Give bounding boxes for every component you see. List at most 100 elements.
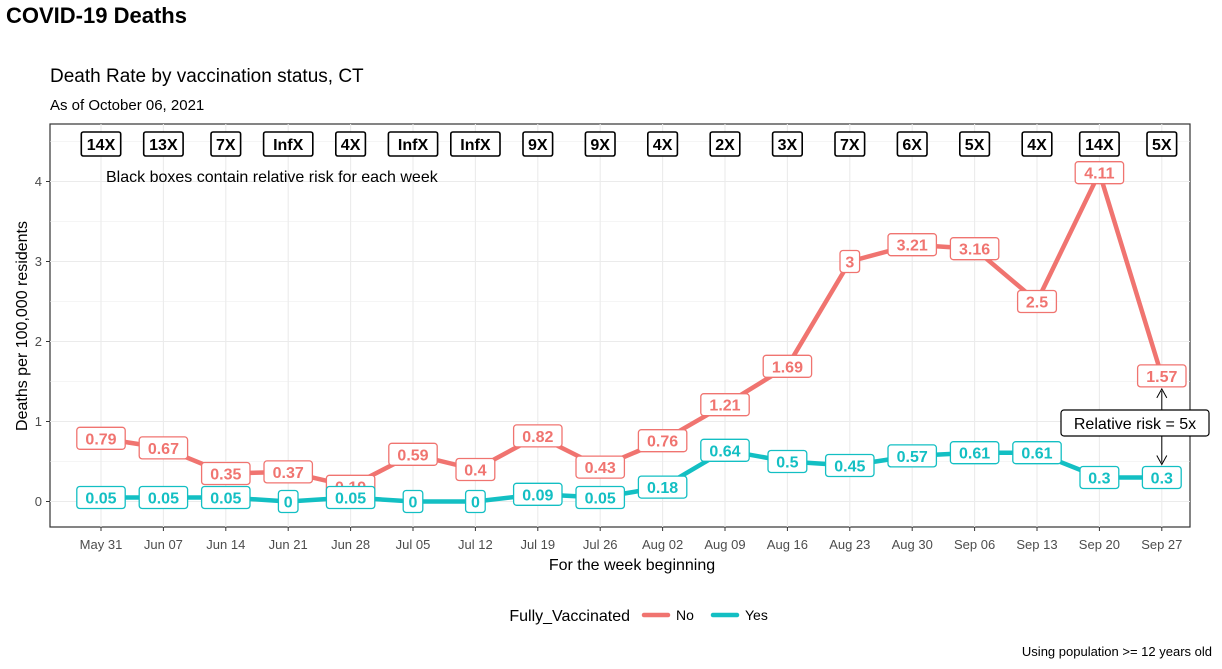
relative-risk-label: 9X [590, 137, 610, 154]
data-label-box-no [839, 249, 861, 274]
data-label-yes: 0.05 [585, 491, 616, 508]
relative-risk-label: 5X [965, 137, 985, 154]
data-label-no: 0.4 [464, 463, 486, 480]
x-tick-label: Aug 16 [767, 537, 808, 552]
relative-risk-box [142, 131, 184, 157]
relative-risk-box [387, 131, 439, 157]
y-tick-label: 4 [35, 174, 42, 189]
data-label-no: 0.59 [397, 447, 428, 464]
x-tick-label: Sep 13 [1016, 537, 1057, 552]
data-label-box-no [388, 442, 438, 466]
x-tick-label: Sep 27 [1141, 537, 1182, 552]
relative-risk-label: 7X [216, 137, 236, 154]
data-label-yes: 0.3 [1151, 471, 1173, 488]
relative-risk-label: 14X [87, 137, 116, 154]
data-label-no: 1.57 [1146, 369, 1177, 386]
data-label-yes: 0 [471, 495, 480, 512]
legend-label-yes: Yes [745, 607, 768, 623]
data-label-yes: 0.57 [897, 449, 928, 466]
relative-risk-box [1146, 131, 1178, 157]
relative-risk-label: 4X [653, 137, 673, 154]
data-label-no: 0.82 [522, 429, 553, 446]
data-label-yes: 0.18 [647, 480, 678, 497]
relative-risk-box [646, 131, 679, 157]
data-label-no: 3.16 [959, 242, 990, 259]
data-label-box-no [575, 455, 626, 479]
relative-risk-box [449, 131, 501, 157]
legend-title: Fully_Vaccinated [509, 608, 630, 625]
data-label-no: 0.79 [85, 431, 116, 448]
x-tick-label: Aug 02 [642, 537, 683, 552]
data-label-no: 0.67 [148, 441, 179, 458]
data-label-box-yes [637, 475, 688, 499]
data-label-box-yes [824, 453, 875, 478]
callout-arrow-head-up [1156, 387, 1168, 399]
data-label-box-yes [325, 485, 376, 510]
data-label-box-no [455, 457, 496, 482]
relative-risk-box [771, 131, 803, 157]
page-heading: COVID-19 Deaths [6, 3, 187, 28]
data-label-yes: 0 [284, 495, 293, 512]
data-label-box-yes [464, 489, 486, 514]
relative-risk-label: 13X [149, 137, 178, 154]
x-tick-label: Jul 19 [520, 537, 555, 552]
data-label-box-yes [949, 441, 1000, 465]
relative-risk-box [834, 131, 866, 157]
data-label-no: 0.35 [210, 467, 241, 484]
x-tick-label: Jul 26 [583, 537, 618, 552]
relative-risk-label: 9X [528, 137, 548, 154]
relative-risk-box [522, 131, 554, 157]
x-tick-label: Aug 23 [829, 537, 870, 552]
relative-risk-label: 5X [1152, 137, 1172, 154]
data-label-yes: 0.61 [1021, 446, 1052, 463]
data-label-no: 0.76 [647, 434, 678, 451]
data-label-no: 1.69 [772, 359, 803, 376]
y-tick-label: 0 [35, 494, 42, 509]
data-label-box-no [1136, 364, 1187, 388]
footnote: Using population >= 12 years old [1021, 644, 1212, 659]
data-label-yes: 0 [409, 495, 418, 512]
legend-label-no: No [676, 607, 694, 623]
relative-risk-label: InfX [273, 137, 304, 154]
data-label-box-yes [887, 444, 938, 468]
data-label-box-yes [575, 485, 626, 510]
relative-risk-label: 7X [840, 137, 860, 154]
relative-risk-box [958, 131, 991, 157]
relative-risk-box [584, 131, 616, 157]
relative-risk-box [80, 131, 122, 157]
relative-risk-label: InfX [398, 137, 429, 154]
data-label-no: 1.21 [709, 398, 740, 415]
data-label-no: 0.43 [585, 460, 616, 477]
data-label-box-no [76, 426, 126, 450]
data-label-no: 2.5 [1026, 295, 1048, 312]
x-tick-label: Jun 07 [144, 537, 183, 552]
x-tick-label: Sep 20 [1079, 537, 1120, 552]
data-label-yes: 0.45 [834, 459, 865, 476]
relative-risk-box [262, 131, 314, 157]
data-label-box-yes [512, 482, 563, 506]
relative-risk-label: 3X [778, 137, 798, 154]
data-label-box-no [700, 393, 750, 417]
data-label-box-yes [1079, 465, 1120, 490]
data-label-box-no [1074, 161, 1125, 185]
relative-risk-label: 6X [902, 137, 922, 154]
data-label-box-yes [402, 489, 424, 514]
data-label-box-no [949, 237, 1000, 261]
data-label-box-no [887, 233, 938, 257]
data-label-box-yes [767, 449, 808, 474]
x-axis-title: For the week beginning [549, 557, 715, 574]
data-label-yes: 0.09 [522, 487, 553, 504]
data-label-yes: 0.64 [709, 443, 740, 460]
y-tick-label: 3 [35, 254, 42, 269]
data-label-yes: 0.05 [335, 491, 366, 508]
x-tick-label: Aug 09 [704, 537, 745, 552]
x-tick-label: Jul 05 [396, 537, 431, 552]
x-tick-label: Jul 12 [458, 537, 493, 552]
chart-subtitle: As of October 06, 2021 [50, 97, 205, 114]
relative-risk-label: 4X [1027, 137, 1047, 154]
data-label-box-no [512, 424, 563, 448]
callout-arrow-head-down [1156, 455, 1168, 466]
y-axis-title: Deaths per 100,000 residents [14, 221, 31, 431]
data-label-yes: 0.05 [210, 491, 241, 508]
data-label-box-no [762, 354, 813, 378]
